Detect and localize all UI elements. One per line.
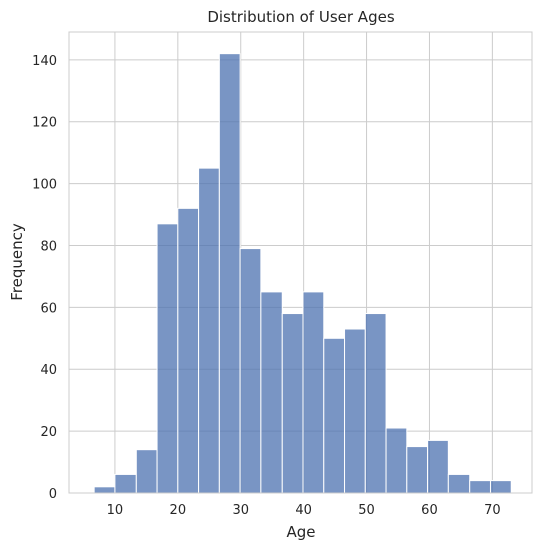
histogram-bar-7 (239, 248, 262, 494)
y-tick-label-1: 20 (40, 425, 57, 440)
x-tick-label-4: 50 (358, 503, 375, 518)
x-tick-label-6: 70 (484, 503, 501, 518)
y-tick-label-2: 40 (40, 363, 57, 378)
x-tick-label-1: 20 (170, 503, 187, 518)
histogram-bar-12 (344, 328, 366, 494)
x-axis-label: Age (286, 523, 315, 541)
y-tick-labels: 0 20 40 60 80 100 120 140 (32, 54, 57, 502)
y-tick-label-7: 140 (32, 54, 57, 69)
y-tick-label-0: 0 (49, 487, 57, 502)
x-tick-label-5: 60 (421, 503, 438, 518)
histogram-bar-5 (198, 167, 220, 494)
y-tick-label-5: 100 (32, 178, 57, 193)
histogram-bar-14 (385, 427, 408, 494)
histogram-bar-13 (364, 313, 387, 494)
histogram-bar-11 (323, 337, 346, 494)
x-tick-labels: 10 20 30 40 50 60 70 (107, 503, 501, 518)
chart-title: Distribution of User Ages (207, 8, 394, 26)
histogram-bar-8 (260, 291, 283, 494)
histogram-bar-4 (177, 207, 200, 494)
histogram-bar-3 (156, 223, 179, 494)
y-tick-label-4: 80 (40, 239, 57, 254)
plot-area-frame (68, 31, 533, 494)
y-axis-label: Frequency (8, 223, 26, 301)
histogram-bar-18 (469, 480, 491, 494)
histogram-bar-2 (135, 449, 158, 494)
y-tick-label-6: 120 (32, 116, 57, 131)
histogram-bars (93, 53, 512, 494)
histogram-bar-6 (218, 53, 241, 494)
histogram-bar-19 (489, 480, 512, 494)
y-tick-label-3: 60 (40, 301, 57, 316)
histogram-bar-1 (114, 473, 137, 494)
x-tick-label-0: 10 (107, 503, 124, 518)
histogram-bar-9 (281, 313, 304, 494)
histogram-bar-10 (302, 291, 325, 494)
histogram-bar-16 (427, 439, 449, 494)
histogram-bar-17 (447, 473, 471, 494)
x-tick-label-3: 40 (295, 503, 312, 518)
histogram-bar-15 (406, 446, 429, 494)
histogram-bar-0 (93, 486, 116, 494)
x-tick-label-2: 30 (232, 503, 249, 518)
